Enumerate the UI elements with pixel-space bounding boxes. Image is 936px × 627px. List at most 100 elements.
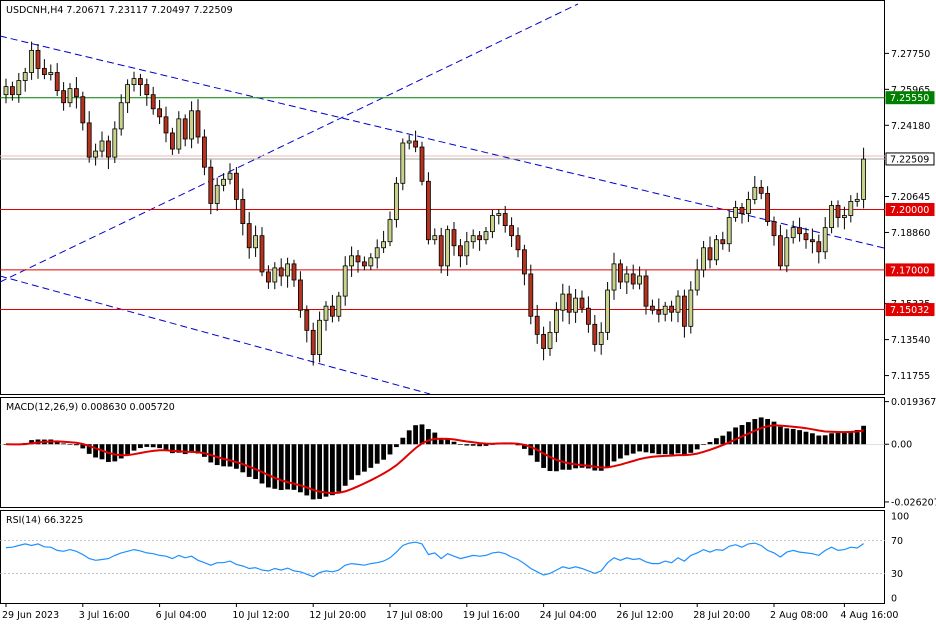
candle-body (406, 140, 412, 144)
candle-body (310, 329, 316, 355)
candle-body (669, 305, 674, 313)
candle-body (457, 245, 463, 257)
candle-body (528, 273, 534, 317)
macd-histogram-bar (778, 426, 783, 445)
rsi-line (5, 541, 864, 578)
macd-histogram-bar (586, 444, 591, 469)
candle-body (784, 237, 790, 267)
macd-tick-label: 0.019367 (891, 397, 936, 408)
level-7-2000-price-label: 7.20000 (890, 205, 929, 216)
candle-body (278, 267, 284, 277)
candle-body (566, 293, 572, 313)
macd-histogram-bar (714, 438, 719, 445)
candle-body (778, 235, 783, 267)
candle-body (496, 213, 502, 216)
current-price-price-box (885, 152, 935, 166)
macd-histogram-bar (112, 444, 118, 462)
macd-histogram-bar (842, 432, 847, 445)
macd-histogram-bar (560, 444, 566, 470)
time-tick-label: 6 Jul 04:00 (156, 610, 207, 621)
macd-histogram-bar (163, 444, 169, 451)
level-7-2000-price-box (885, 202, 935, 216)
macd-histogram-bar (566, 444, 572, 470)
macd-histogram-bar (227, 444, 233, 467)
candle-body (592, 323, 598, 345)
macd-histogram-bar (650, 444, 655, 454)
candle-body (163, 116, 169, 134)
candle-body (816, 241, 822, 253)
macd-histogram-bar (784, 428, 790, 445)
macd-histogram-bar (771, 421, 777, 445)
candle-body (195, 110, 201, 138)
candle-body (169, 132, 175, 150)
macd-label: MACD(12,26,9) 0.008630 0.005720 (6, 402, 175, 413)
macd-histogram-bar (426, 429, 431, 445)
time-tick-label: 10 Jul 12:00 (232, 610, 289, 621)
candle-body (797, 227, 802, 235)
macd-histogram-bar (138, 444, 143, 449)
macd-histogram-bar (157, 444, 162, 449)
candle-body (445, 229, 451, 267)
candle-body (9, 86, 15, 96)
macd-histogram-bar (682, 444, 687, 455)
level-7-1700-price-label: 7.17000 (890, 265, 929, 276)
candle-body (329, 305, 335, 317)
candle-body (381, 241, 387, 249)
candle-body (509, 225, 515, 237)
candle-body (144, 84, 150, 96)
macd-histogram-bar (374, 444, 380, 464)
macd-histogram-bar (234, 444, 239, 469)
candle-body (150, 94, 156, 110)
price-tick-label: 7.25965 (891, 85, 930, 96)
macd-histogram-bar (733, 427, 738, 445)
macd-histogram-bar (253, 444, 258, 480)
candle-body (701, 247, 706, 271)
macd-histogram-bar (630, 444, 636, 454)
candle-body (765, 192, 770, 222)
macd-histogram-bar (554, 444, 559, 472)
candle-body (662, 305, 668, 315)
candle-body (598, 331, 604, 345)
candle-body (579, 297, 585, 309)
candle-body (253, 235, 259, 249)
candle-body (80, 96, 86, 124)
macd-histogram-bar (272, 444, 278, 489)
candle-body (368, 257, 374, 267)
candle-body (746, 199, 751, 214)
macd-histogram-bar (458, 444, 463, 445)
macd-histogram-bar (298, 444, 303, 493)
macd-histogram-bar (317, 444, 322, 499)
candle-body (630, 273, 636, 285)
macd-histogram-bar (854, 429, 860, 445)
macd-histogram-bar (438, 438, 444, 445)
candle-body (650, 305, 655, 311)
macd-histogram-bar (54, 441, 60, 445)
time-tick-label: 19 Jul 16:00 (463, 610, 520, 621)
candle-body (425, 180, 431, 241)
macd-histogram-bar (797, 430, 802, 445)
candle-body (131, 78, 137, 86)
candle-body (336, 295, 342, 317)
macd-histogram-bar (483, 444, 489, 446)
candle-body (355, 255, 361, 263)
candle-body (573, 297, 578, 313)
candle-body (106, 140, 111, 158)
macd-histogram-bar (790, 428, 796, 445)
macd-histogram-bar (400, 437, 406, 445)
macd-histogram-bar (394, 444, 399, 448)
time-tick-label: 17 Jul 08:00 (386, 610, 443, 621)
macd-histogram-bar (445, 439, 450, 445)
macd-histogram-bar (74, 444, 79, 446)
macd-histogram-bar (304, 444, 310, 496)
macd-histogram-bar (131, 444, 137, 451)
candle-body (726, 217, 732, 245)
price-tick-label: 7.24180 (891, 121, 930, 132)
macd-histogram-bar (739, 425, 745, 445)
macd-histogram-bar (413, 425, 418, 445)
macd-histogram-bar (822, 435, 828, 445)
candle-body (790, 227, 796, 239)
candle-body (534, 315, 540, 335)
macd-histogram-bar (694, 444, 700, 450)
